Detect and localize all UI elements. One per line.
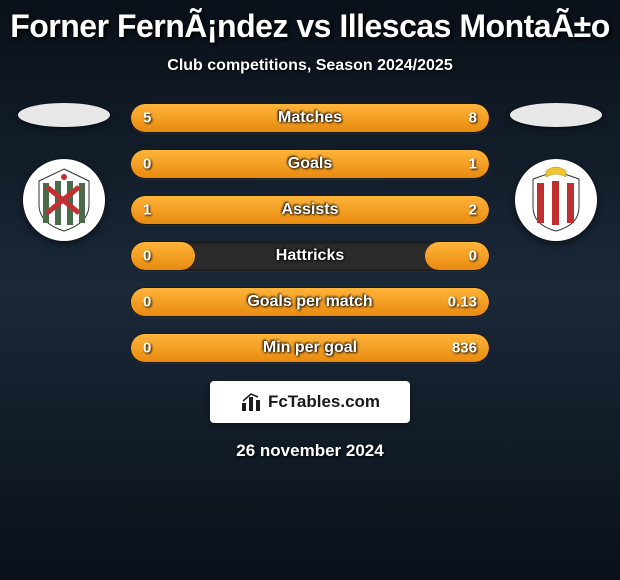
- stat-label: Assists: [282, 201, 339, 219]
- stat-value-right: 2: [469, 202, 477, 219]
- stat-value-right: 1: [469, 156, 477, 173]
- stat-value-left: 0: [143, 248, 151, 265]
- stat-bar-left: [131, 334, 195, 362]
- stat-bar-left: [131, 288, 195, 316]
- stat-label: Goals per match: [247, 293, 372, 311]
- comparison-card: Forner FernÃ¡ndez vs Illescas MontaÃ±o C…: [0, 0, 620, 580]
- stat-label: Hattricks: [276, 247, 344, 265]
- club-left-badge-icon: [29, 165, 99, 235]
- stat-row: 0 836 Min per goal: [130, 333, 490, 363]
- stats-column: 5 8 Matches 0 1 Goals 1 2 Assists 0 0 Hattricks 0 0.1…: [130, 103, 490, 363]
- club-right-badge-icon: [521, 165, 591, 235]
- stat-row: 1 2 Assists: [130, 195, 490, 225]
- page-subtitle: Club competitions, Season 2024/2025: [167, 57, 452, 75]
- stat-label: Matches: [278, 109, 342, 127]
- stat-value-left: 1: [143, 202, 151, 219]
- club-left-badge: [23, 159, 105, 241]
- player-right-head-icon: [510, 103, 602, 127]
- stat-value-right: 8: [469, 110, 477, 127]
- date-line: 26 november 2024: [236, 441, 383, 461]
- brand-text: FcTables.com: [268, 392, 380, 412]
- bars-icon: [240, 391, 262, 413]
- stat-row: 5 8 Matches: [130, 103, 490, 133]
- stat-value-right: 0.13: [448, 294, 477, 311]
- stat-label: Min per goal: [263, 339, 357, 357]
- stat-value-left: 0: [143, 340, 151, 357]
- stat-value-left: 0: [143, 294, 151, 311]
- stat-value-right: 0: [469, 248, 477, 265]
- player-left-head-icon: [18, 103, 110, 127]
- brand-badge[interactable]: FcTables.com: [210, 381, 410, 423]
- player-right-col: [506, 103, 606, 241]
- page-title: Forner FernÃ¡ndez vs Illescas MontaÃ±o: [10, 8, 610, 45]
- stat-bar-right: [425, 242, 489, 270]
- stat-row: 0 0.13 Goals per match: [130, 287, 490, 317]
- stat-bar-left: [131, 242, 195, 270]
- stat-row: 0 1 Goals: [130, 149, 490, 179]
- stat-value-left: 0: [143, 156, 151, 173]
- main-area: 5 8 Matches 0 1 Goals 1 2 Assists 0 0 Hattricks 0 0.1…: [0, 103, 620, 363]
- stat-bar-left: [131, 150, 195, 178]
- stat-label: Goals: [288, 155, 332, 173]
- stat-value-left: 5: [143, 110, 151, 127]
- stat-value-right: 836: [452, 340, 477, 357]
- club-right-badge: [515, 159, 597, 241]
- player-left-col: [14, 103, 114, 241]
- stat-row: 0 0 Hattricks: [130, 241, 490, 271]
- stat-bar-left: [131, 104, 269, 132]
